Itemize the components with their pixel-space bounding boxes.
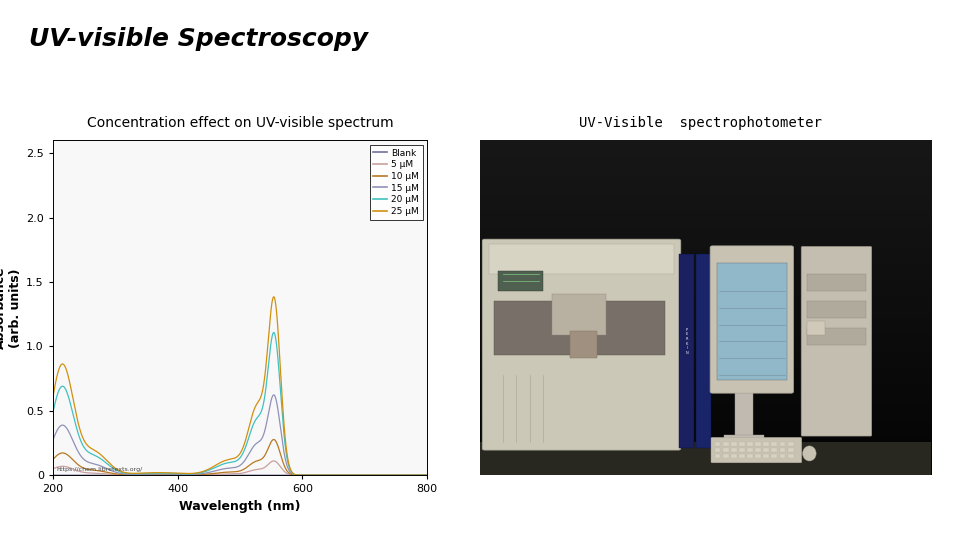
Bar [723,455,729,458]
Bar [552,294,607,335]
Legend: Blank, 5 μM, 10 μM, 15 μM, 20 μM, 25 μM: Blank, 5 μM, 10 μM, 15 μM, 20 μM, 25 μM [370,145,422,220]
Bar [763,442,769,447]
Bar [493,301,665,355]
FancyBboxPatch shape [710,246,794,393]
Bar [747,455,753,458]
Bar [772,455,778,458]
Bar [756,442,761,447]
Bar [807,328,866,345]
Bar [731,442,736,447]
Bar [747,448,753,453]
Bar [570,331,597,358]
Ellipse shape [803,446,816,461]
Bar [788,442,794,447]
Text: https://chem.libretexts.org/: https://chem.libretexts.org/ [57,467,143,472]
Bar [807,301,866,318]
Bar [780,455,785,458]
Bar [780,442,785,447]
Bar [696,254,711,448]
Bar [756,455,761,458]
Bar [739,442,745,447]
Bar [731,448,736,453]
Y-axis label: Absorbance
(arb. units): Absorbance (arb. units) [0,266,22,349]
Bar [788,448,794,453]
Bar [772,448,778,453]
Bar [723,442,729,447]
Bar [489,244,674,274]
Bar [756,448,761,453]
Text: Concentration effect on UV-visible spectrum: Concentration effect on UV-visible spect… [86,116,394,130]
FancyBboxPatch shape [802,247,872,436]
Bar [731,455,736,458]
Bar [714,448,721,453]
Bar [724,435,764,448]
Bar [714,455,721,458]
Text: UV-Visible  spectrophotometer: UV-Visible spectrophotometer [580,116,822,130]
Bar [763,455,769,458]
FancyBboxPatch shape [482,239,681,450]
FancyBboxPatch shape [711,437,802,463]
Bar [747,442,753,447]
Bar [498,271,543,291]
X-axis label: Wavelength (nm): Wavelength (nm) [180,500,300,513]
Bar [679,254,694,448]
Bar [780,448,785,453]
Text: P
E
R
K
I
N: P E R K I N [685,328,688,355]
Bar [480,442,931,475]
Bar [735,388,753,448]
Bar [714,442,721,447]
Bar [807,274,866,291]
Bar [739,448,745,453]
Bar [807,321,826,335]
Bar [788,455,794,458]
Bar [772,442,778,447]
Bar [739,455,745,458]
Bar [763,448,769,453]
Text: UV-visible Spectroscopy: UV-visible Spectroscopy [29,27,368,51]
Bar [717,262,787,380]
Bar [723,448,729,453]
